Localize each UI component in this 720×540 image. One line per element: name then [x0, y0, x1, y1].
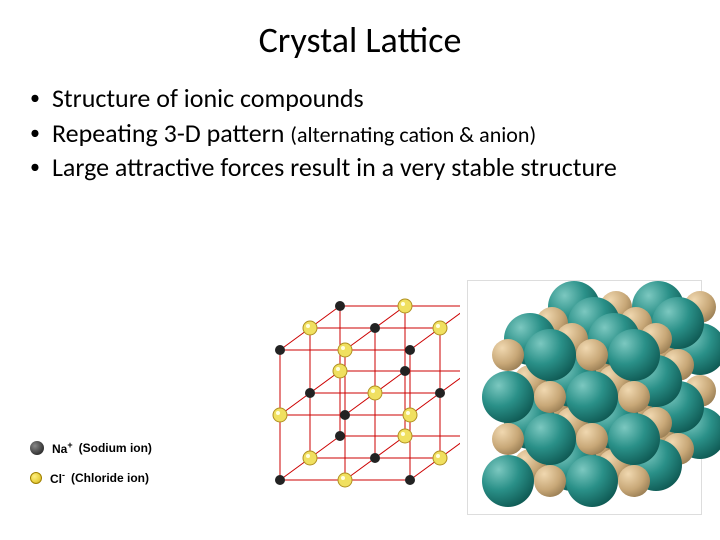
bullet-dot: •: [30, 121, 40, 150]
legend-cl-desc: (Chloride ion): [71, 471, 149, 485]
bullet-dot: •: [30, 86, 40, 115]
bullet-item: • Large attractive forces result in a ve…: [30, 151, 700, 184]
bullet-list: • Structure of ionic compounds • Repeati…: [0, 82, 720, 184]
ion-legend: Na+ (Sodium ion) Cl- (Chloride ion): [30, 440, 152, 500]
bullet-dot: •: [30, 155, 40, 184]
slide-title: Crystal Lattice: [0, 0, 720, 82]
legend-na-row: Na+ (Sodium ion): [30, 440, 152, 456]
spacefill-lattice-diagram: [467, 280, 702, 515]
cl-dot-icon: [30, 472, 42, 484]
legend-cl-symbol: Cl-: [50, 470, 65, 486]
wireframe-lattice-diagram: [220, 280, 460, 520]
bullet-text: Structure of ionic compounds: [52, 82, 364, 114]
legend-na-desc: (Sodium ion): [79, 441, 152, 455]
na-dot-icon: [30, 441, 44, 455]
bullet-subtext: (alternating cation & anion): [290, 121, 536, 148]
bullet-item: • Repeating 3-D pattern (alternating cat…: [30, 117, 700, 150]
bullet-text: Large attractive forces result in a very…: [52, 151, 617, 183]
legend-cl-row: Cl- (Chloride ion): [30, 470, 152, 486]
figures-area: Na+ (Sodium ion) Cl- (Chloride ion): [0, 270, 720, 540]
bullet-item: • Structure of ionic compounds: [30, 82, 700, 115]
bullet-text: Repeating 3-D pattern: [52, 117, 290, 149]
legend-na-symbol: Na+: [52, 440, 73, 456]
